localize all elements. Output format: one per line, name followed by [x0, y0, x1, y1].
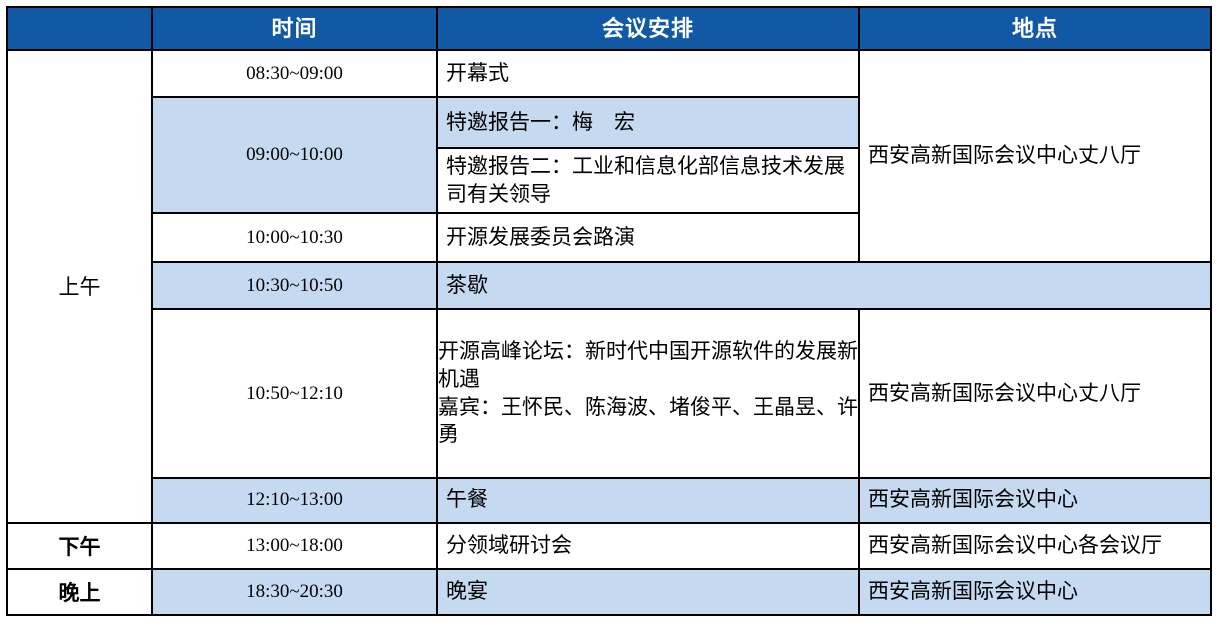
location-cell-afternoon: 西安高新国际会议中心各会议厅 [858, 521, 1212, 570]
time-cell-1: 09:00~10:00 [151, 95, 438, 215]
table-row: 下午 13:00~18:00 分领域研讨会 西安高新国际会议中心各会议厅 [6, 521, 1212, 570]
header-row: 时间 会议安排 地点 [6, 6, 1212, 51]
location-cell-forum: 西安高新国际会议中心丈八厅 [858, 308, 1212, 479]
time-cell-0: 08:30~09:00 [151, 49, 438, 98]
agenda-text-2: 特邀报告二：工业和信息化部信息技术发展司有关领导 [446, 154, 845, 206]
table-row: 10:00~10:30 开源发展委员会路演 [7, 212, 1211, 264]
time-cell-4: 10:30~10:50 [151, 261, 438, 311]
table-row: 09:00~10:00 特邀报告一：梅 宏 [7, 95, 1211, 215]
location-cell-morning-main: 西安高新国际会议中心丈八厅 [858, 48, 1212, 264]
agenda-cell-6: 午餐 [436, 476, 860, 524]
agenda-text-3: 开源发展委员会路演 [446, 225, 635, 250]
header-cell-time: 时间 [151, 6, 438, 51]
period-cell-evening: 晚上 [6, 567, 153, 616]
time-cell-3: 10:00~10:30 [151, 212, 438, 264]
time-cell-5: 10:50~12:10 [151, 308, 438, 479]
agenda-cell-3: 开源发展委员会路演 [436, 212, 860, 264]
table-row: 晚上 18:30~20:30 晚宴 西安高新国际会议中心 [6, 567, 1212, 616]
period-cell-afternoon: 下午 [6, 521, 153, 570]
period-cell-morning: 上午 [6, 49, 153, 524]
table-row: 上午 08:30~09:00 开幕式 西安高新国际会议中心丈八厅 [6, 48, 1212, 524]
header-cell-agenda: 会议安排 [436, 6, 860, 51]
header-cell-period [6, 6, 153, 51]
agenda-text-7: 分领域研讨会 [446, 532, 572, 557]
agenda-text-5-line2: 嘉宾：王怀民、陈海波、堵俊平、王晶昱、许勇 [438, 394, 858, 447]
table-row: 特邀报告二：工业和信息化部信息技术发展司有关领导 [7, 146, 1211, 215]
location-text-lunch: 西安高新国际会议中心 [868, 487, 1078, 512]
agenda-text-0: 开幕式 [446, 60, 509, 85]
conference-schedule-table: 时间 会议安排 地点 上午 08:30~09:00 开幕式 西安高新国际会议中心… [6, 6, 1212, 616]
time-cell-8: 18:30~20:30 [151, 567, 438, 616]
time-cell-6: 12:10~13:00 [151, 476, 438, 524]
agenda-text-8: 晚宴 [446, 578, 488, 603]
header-cell-location: 地点 [858, 6, 1212, 51]
agenda-cell-2: 特邀报告二：工业和信息化部信息技术发展司有关领导 [436, 146, 860, 215]
location-text-dinner: 西安高新国际会议中心 [868, 578, 1078, 603]
agenda-cell-7: 分领域研讨会 [436, 521, 860, 570]
agenda-cell-0: 开幕式 [436, 49, 860, 98]
location-cell-lunch: 西安高新国际会议中心 [858, 476, 1212, 524]
agenda-cell-4: 茶歇 [436, 261, 1212, 311]
agenda-text-4: 茶歇 [446, 273, 488, 298]
agenda-cell-8: 晚宴 [436, 567, 860, 616]
location-text-morning-main: 西安高新国际会议中心丈八厅 [868, 143, 1141, 168]
table-header: 时间 会议安排 地点 [6, 6, 1212, 51]
table-row: 10:30~10:50 茶歇 [7, 261, 1212, 311]
agenda-cell-1: 特邀报告一：梅 宏 [436, 96, 860, 149]
table-row: 12:10~13:00 午餐 西安高新国际会议中心 [7, 476, 1212, 524]
location-text-forum: 西安高新国际会议中心丈八厅 [868, 380, 1141, 405]
table-row: 10:50~12:10 开源高峰论坛：新时代中国开源软件的发展新机遇 嘉宾：王怀… [7, 307, 1212, 479]
agenda-text-5: 开源高峰论坛：新时代中国开源软件的发展新机遇 嘉宾：王怀民、陈海波、堵俊平、王晶… [438, 307, 858, 478]
agenda-cell-5: 开源高峰论坛：新时代中国开源软件的发展新机遇 嘉宾：王怀民、陈海波、堵俊平、王晶… [436, 307, 860, 479]
agenda-text-1: 特邀报告一：梅 宏 [446, 109, 635, 134]
location-cell-dinner: 西安高新国际会议中心 [858, 567, 1212, 616]
time-cell-7: 13:00~18:00 [151, 521, 438, 570]
location-text-afternoon: 西安高新国际会议中心各会议厅 [868, 532, 1162, 557]
agenda-text-5-line1: 开源高峰论坛：新时代中国开源软件的发展新机遇 [438, 339, 858, 391]
table-body: 上午 08:30~09:00 开幕式 西安高新国际会议中心丈八厅 09:00~1… [6, 48, 1212, 616]
agenda-text-6: 午餐 [446, 487, 488, 512]
